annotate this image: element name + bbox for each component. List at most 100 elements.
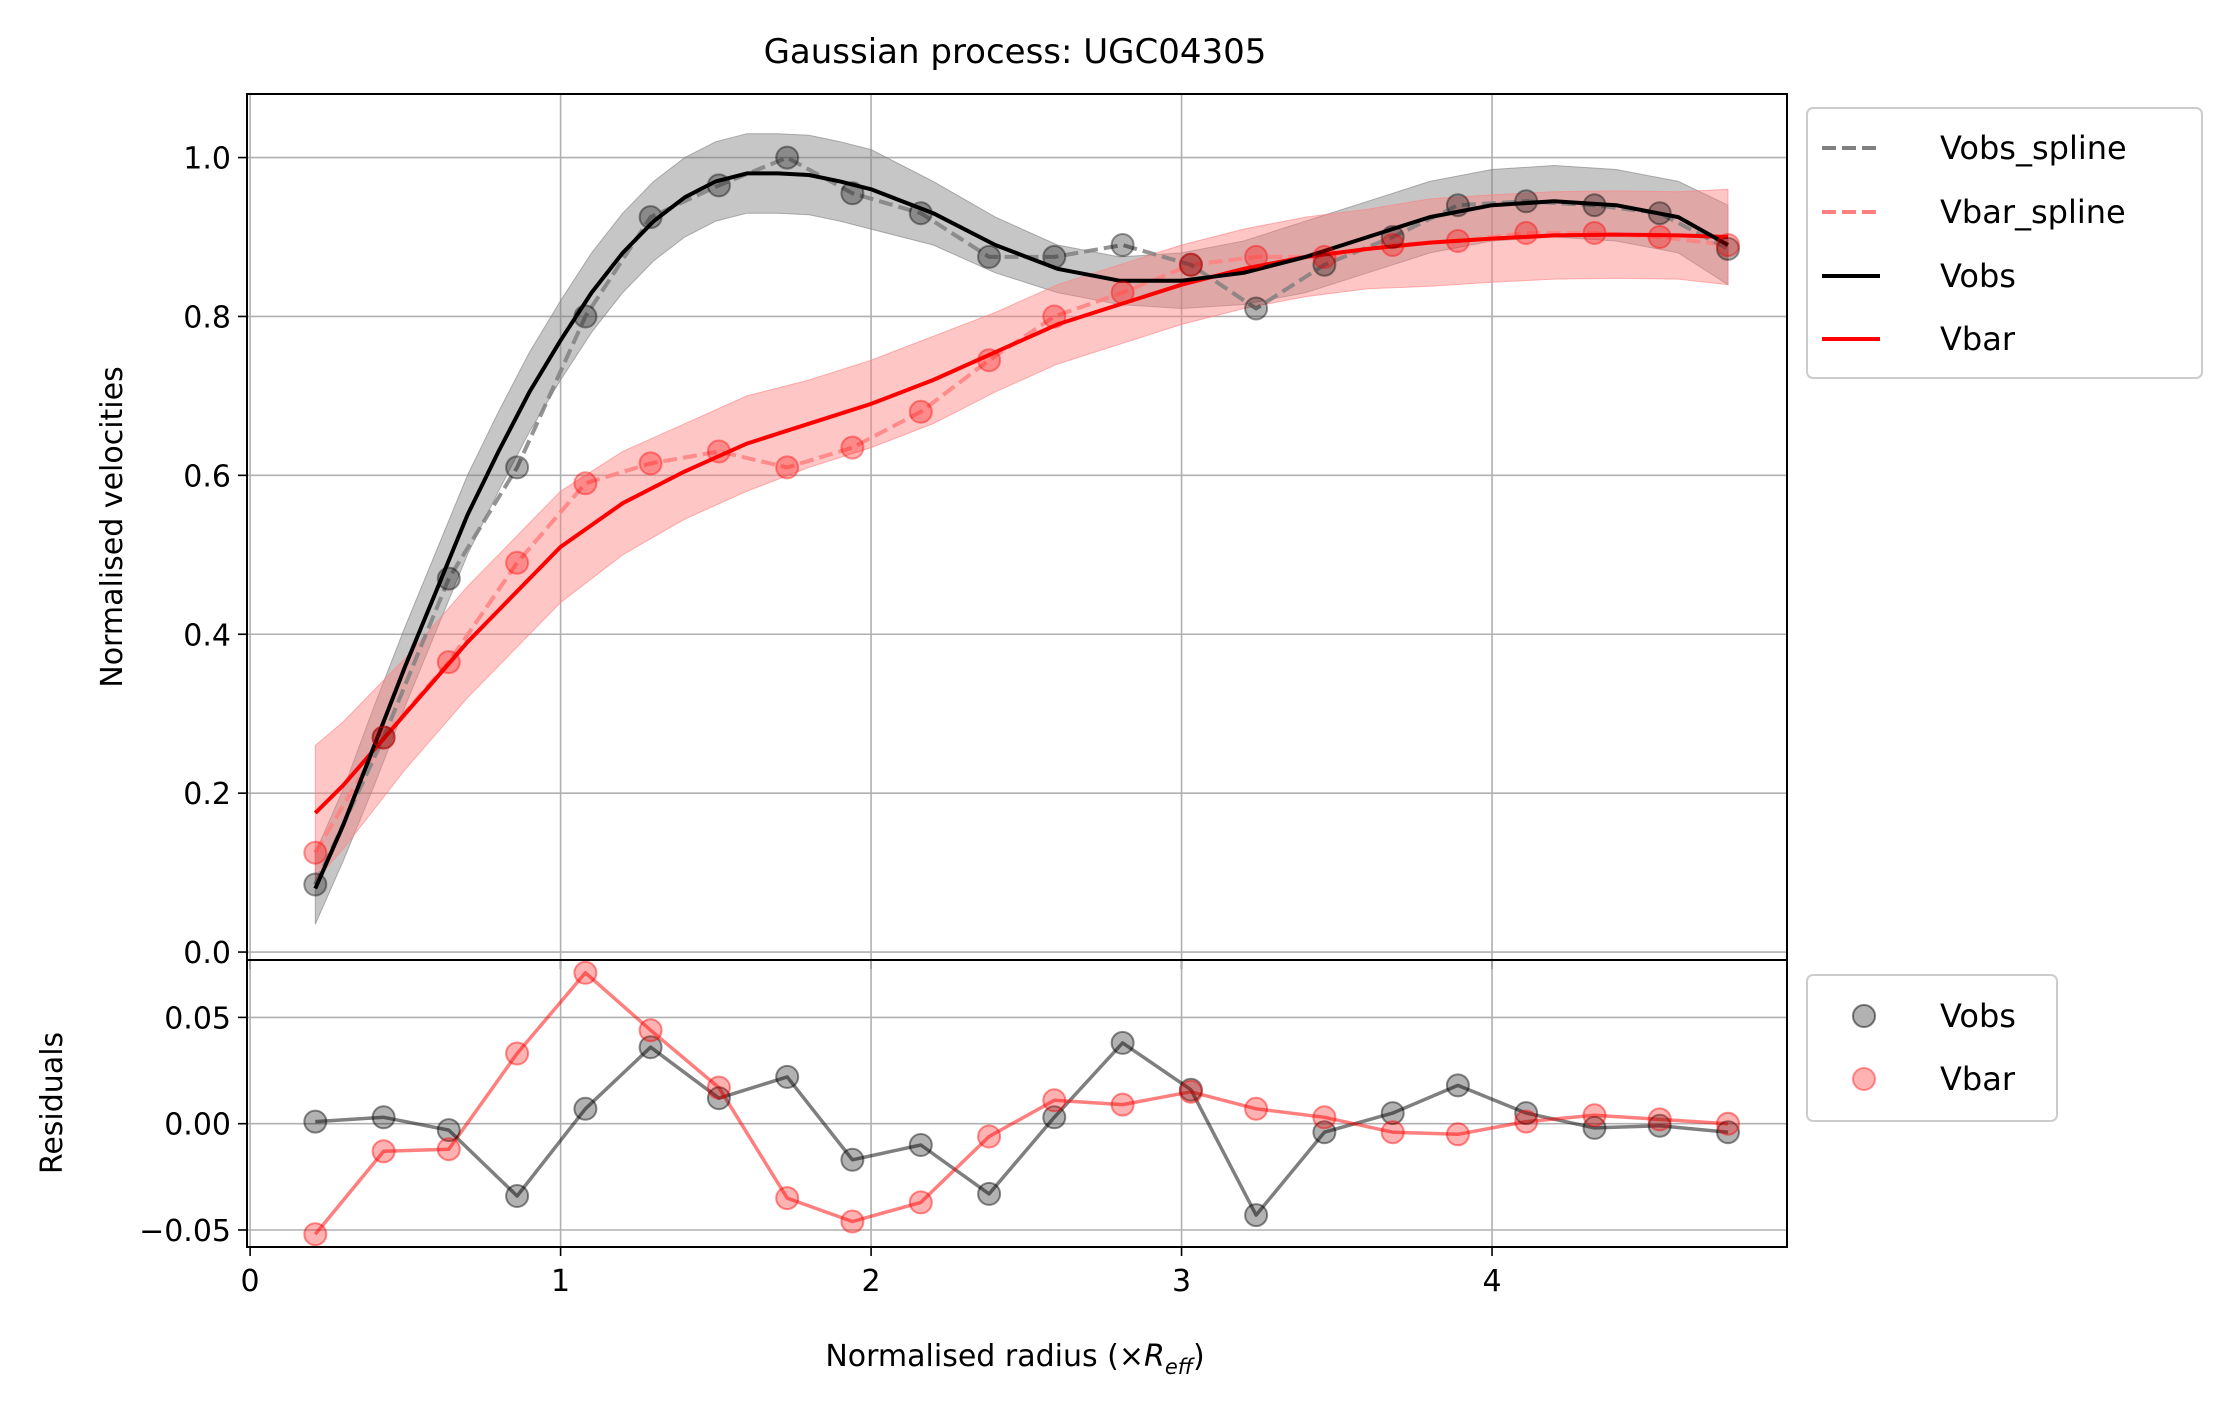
marker-vbar-spline-11 xyxy=(1042,304,1067,329)
residual-y-tick-label-1: 0.00 xyxy=(164,1108,231,1143)
residual-marker-vobs-17 xyxy=(1445,1073,1470,1098)
residual-marker-vbar-3 xyxy=(505,1041,530,1066)
residual-legend: Vobs Vbar xyxy=(1806,974,2058,1122)
residual-marker-vbar-15 xyxy=(1312,1105,1337,1130)
residual-y-axis-label: Residuals xyxy=(35,1032,70,1174)
marker-vbar-spline-4 xyxy=(573,471,598,496)
x-tick-label-4: 4 xyxy=(1482,1264,1501,1299)
main-y-tick-label-1: 0.2 xyxy=(183,777,231,812)
marker-vbar-spline-7 xyxy=(775,455,800,480)
residual-marker-vbar-21 xyxy=(1716,1111,1740,1136)
marker-vobs-spline-0 xyxy=(303,872,328,897)
residual-marker-vobs-14 xyxy=(1244,1203,1269,1228)
residual-marker-vbar-9 xyxy=(908,1190,933,1215)
residual-legend-label-vobs: Vobs xyxy=(1940,997,2016,1035)
marker-vobs-spline-6 xyxy=(706,173,731,198)
residual-marker-vobs-11 xyxy=(1042,1105,1067,1130)
marker-vbar-spline-10 xyxy=(977,348,1002,373)
residual-marker-vbar-20 xyxy=(1647,1107,1672,1132)
line-vbar xyxy=(313,232,1729,815)
marker-vbar-spline-20 xyxy=(1647,225,1672,249)
marker-vobs-spline-15 xyxy=(1312,252,1337,277)
marker-vbar-spline-15 xyxy=(1312,244,1337,269)
marker-vbar-spline-12 xyxy=(1110,280,1135,305)
residual-marker-vobs-0 xyxy=(303,1109,328,1134)
residual-marker-vobs-4 xyxy=(573,1096,598,1121)
main-y-tick-label-4: 0.8 xyxy=(183,300,231,335)
residual-marker-vobs-10 xyxy=(977,1181,1002,1206)
residual-marker-vbar-4 xyxy=(573,960,598,985)
residual-legend-marker-vobs xyxy=(1852,1004,1876,1028)
x-tick-label-2: 2 xyxy=(862,1264,881,1299)
chart-title: Gaussian process: UGC04305 xyxy=(764,32,1267,72)
residual-marker-vbar-10 xyxy=(977,1124,1002,1149)
main-bands xyxy=(314,133,1729,925)
residual-panel: −0.05 0.00 0.05 0 1 2 3 4 Residuals Normalised… xyxy=(35,959,1788,1379)
marker-vobs-spline-4 xyxy=(573,304,598,329)
residual-marker-vobs-15 xyxy=(1312,1120,1337,1145)
marker-vbar-spline-17 xyxy=(1445,229,1470,253)
residual-marker-vobs-6 xyxy=(706,1086,731,1111)
legend-label-vobs-spline: Vobs_spline xyxy=(1940,129,2127,167)
residual-marker-vbar-18 xyxy=(1514,1109,1539,1134)
residual-marker-vbar-14 xyxy=(1244,1096,1269,1121)
residual-marker-vobs-1 xyxy=(371,1105,396,1130)
residual-marker-vbar-1 xyxy=(371,1139,396,1164)
main-y-tick-label-2: 0.4 xyxy=(183,618,231,653)
marker-vobs-spline-13 xyxy=(1178,252,1203,277)
marker-vobs-spline-10 xyxy=(977,244,1002,269)
marker-vbar-spline-5 xyxy=(638,451,663,476)
residual-marker-vobs-3 xyxy=(505,1184,530,1208)
main-legend-box xyxy=(1806,107,2203,379)
x-tick-label-0: 0 xyxy=(241,1264,260,1299)
marker-vobs-spline-16 xyxy=(1380,225,1405,249)
residual-marker-vobs-12 xyxy=(1110,1030,1135,1055)
marker-vbar-spline-19 xyxy=(1582,221,1607,245)
marker-vobs-spline-5 xyxy=(638,205,663,230)
residual-marker-vbar-17 xyxy=(1445,1122,1470,1147)
marker-vobs-spline-19 xyxy=(1582,193,1607,218)
legend-label-vbar: Vbar xyxy=(1940,320,2016,358)
marker-vobs-spline-17 xyxy=(1445,193,1470,218)
residual-marker-vobs-5 xyxy=(638,1035,663,1060)
residual-marker-vbar-0 xyxy=(303,1222,328,1247)
residual-axes-frame xyxy=(246,959,1788,1248)
residual-marker-vobs-19 xyxy=(1582,1115,1607,1140)
residual-marker-vobs-13 xyxy=(1178,1077,1203,1102)
marker-vbar-spline-14 xyxy=(1244,244,1269,269)
residual-marker-vobs-7 xyxy=(775,1064,800,1089)
marker-vbar-spline-0 xyxy=(303,840,328,865)
marker-vbar-spline-16 xyxy=(1380,233,1405,257)
marker-vobs-spline-7 xyxy=(775,145,800,170)
main-series xyxy=(313,155,1729,890)
residual-marker-vbar-19 xyxy=(1582,1103,1607,1128)
marker-vbar-spline-2 xyxy=(436,650,461,675)
marker-vbar-spline-6 xyxy=(706,439,731,464)
main-panel: 0.0 0.2 0.4 0.6 0.8 1.0 Normalised velocities xyxy=(95,93,1788,971)
residual-marker-vbar-12 xyxy=(1110,1092,1135,1117)
residual-markers xyxy=(303,960,1740,1247)
marker-vbar-spline-18 xyxy=(1514,221,1539,245)
marker-vbar-spline-1 xyxy=(371,725,396,750)
marker-vobs-spline-12 xyxy=(1110,233,1135,257)
residual-marker-vbar-8 xyxy=(840,1209,865,1234)
residual-marker-vbar-2 xyxy=(436,1137,461,1162)
marker-vobs-spline-8 xyxy=(840,181,865,206)
residual-marker-vobs-8 xyxy=(840,1147,865,1172)
main-y-tick-label-3: 0.6 xyxy=(183,459,231,494)
residual-x-ticks: 0 1 2 3 4 xyxy=(241,1247,1502,1299)
residual-legend-box xyxy=(1806,974,2058,1122)
residual-marker-vobs-18 xyxy=(1514,1101,1539,1126)
residual-marker-vbar-16 xyxy=(1380,1120,1405,1145)
residual-marker-vobs-21 xyxy=(1716,1120,1740,1145)
main-y-tick-label-5: 1.0 xyxy=(183,142,231,177)
main-legend: Vobs_spline Vbar_spline Vobs Vbar xyxy=(1806,107,2203,379)
main-y-axis-label: Normalised velocities xyxy=(95,366,130,687)
marker-vobs-spline-20 xyxy=(1647,201,1672,226)
marker-vobs-spline-11 xyxy=(1042,244,1067,269)
residual-y-tick-label-2: 0.05 xyxy=(164,1001,231,1036)
main-markers xyxy=(303,145,1740,897)
x-axis-label: Normalised radius (×Reff) xyxy=(825,1339,1204,1379)
residual-legend-marker-vbar xyxy=(1852,1067,1876,1091)
residual-line-vbar xyxy=(313,971,1729,1236)
